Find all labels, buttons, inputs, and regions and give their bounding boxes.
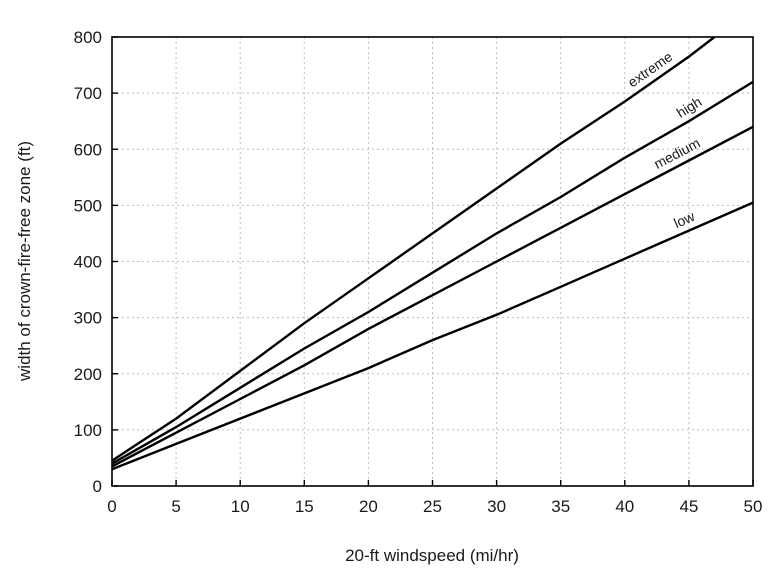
series-line-extreme: [111, 36, 716, 462]
x-tick-label: 35: [551, 497, 570, 516]
series-label-high: high: [674, 93, 705, 120]
y-tick-label: 400: [74, 253, 102, 272]
series-line-low: [111, 201, 754, 471]
x-tick-label: 25: [423, 497, 442, 516]
y-tick-label: 300: [74, 309, 102, 328]
series-group: [111, 36, 754, 471]
x-tick-label: 10: [231, 497, 250, 516]
x-tick-label: 5: [171, 497, 180, 516]
x-axis-title: 20-ft windspeed (mi/hr): [345, 546, 519, 565]
series-line-medium: [111, 125, 754, 468]
x-tick-label: 20: [359, 497, 378, 516]
y-tick-label: 700: [74, 84, 102, 103]
y-tick-label: 200: [74, 365, 102, 384]
y-tick-label: 500: [74, 196, 102, 215]
y-tick-label: 600: [74, 140, 102, 159]
x-tick-label: 0: [107, 497, 116, 516]
y-tick-label: 800: [74, 28, 102, 47]
y-axis-title: width of crown-fire-free zone (ft): [15, 141, 34, 382]
series-line-high: [111, 80, 754, 465]
y-tick-label: 0: [93, 477, 102, 496]
ticks: 0 5 10 15 20 25 30 35 40 45 5001002003004005006007…: [74, 28, 763, 516]
x-tick-label: 50: [744, 497, 763, 516]
grid: [112, 37, 753, 486]
x-tick-label: 30: [487, 497, 506, 516]
x-tick-label: 40: [615, 497, 634, 516]
x-tick-label: 15: [295, 497, 314, 516]
x-tick-label: 45: [679, 497, 698, 516]
y-tick-label: 100: [74, 421, 102, 440]
